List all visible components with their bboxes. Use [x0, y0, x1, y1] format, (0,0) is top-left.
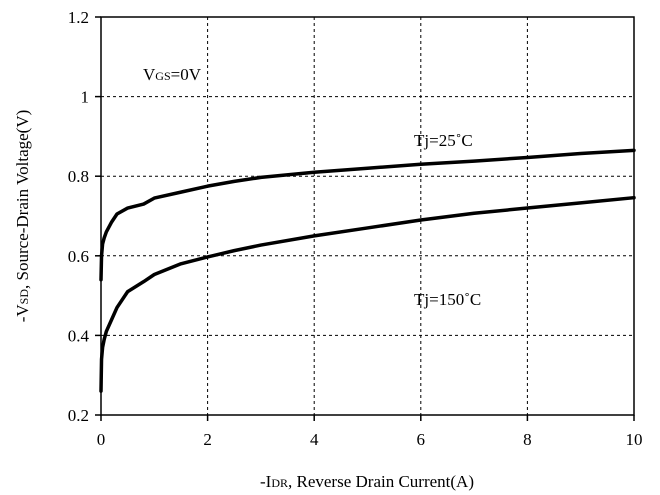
- plot-frame: [100, 16, 635, 416]
- y-tick-label: 1.2: [68, 8, 89, 27]
- y-tick-label: 0.2: [68, 406, 89, 425]
- x-tick-label: 10: [626, 430, 643, 449]
- x-tick-label: 0: [97, 430, 106, 449]
- x-tick-label: 8: [523, 430, 532, 449]
- y-tick-labels: 0.2 0.4 0.6 0.8 1 1.2: [68, 8, 101, 425]
- y-tick-label: 0.6: [68, 247, 89, 266]
- series-lines: [99, 148, 636, 393]
- x-tick-label: 6: [417, 430, 426, 449]
- x-tick-label: 2: [203, 430, 212, 449]
- y-axis-title: -VSD, Source-Drain Voltage(V): [13, 110, 32, 323]
- y-tick-label: 0.4: [68, 326, 90, 345]
- series-line-tj-150: [99, 195, 636, 393]
- annotation-vgs: VGS=0V: [143, 65, 202, 84]
- y-tick-label: 0.8: [68, 167, 89, 186]
- annotation-tj-25: Tj=25˚C: [414, 131, 473, 150]
- x-axis-title: -IDR, Reverse Drain Current(A): [260, 472, 474, 491]
- x-tick-labels: 0 2 4 6 8 10: [97, 415, 643, 449]
- series-line-tj-25: [99, 148, 636, 282]
- x-tick-label: 4: [310, 430, 319, 449]
- grid: [101, 17, 634, 415]
- annotation-tj-150: Tj=150˚C: [414, 290, 481, 309]
- y-tick-label: 1: [81, 88, 90, 107]
